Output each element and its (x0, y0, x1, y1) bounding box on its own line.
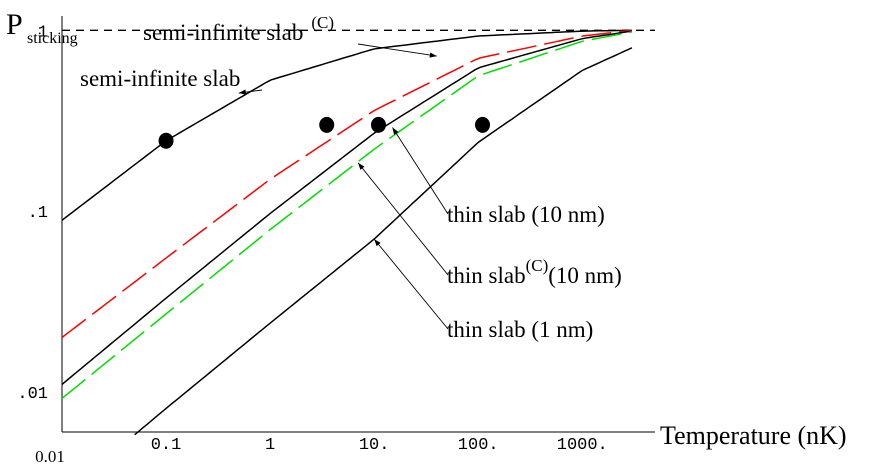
annotation-pointer-5 (373, 238, 449, 330)
annotations: semi-infinite slab (C) semi-infinite slab t… (80, 13, 622, 342)
y-tick-label-1: 1 (38, 23, 48, 42)
data-markers (158, 116, 491, 149)
x-tick-label-2: 0.1 (151, 436, 182, 455)
series-line-3 (61, 30, 633, 385)
annotation-pointer-4 (357, 162, 449, 276)
annotation-label-5: thin slab (1 nm) (447, 317, 593, 342)
series-line-2 (61, 29, 632, 339)
y-tick-label-3: .01 (17, 385, 48, 404)
data-marker-4 (475, 116, 491, 133)
annotation-pointer-3 (392, 127, 449, 215)
x-tick-label-5: 100. (458, 436, 499, 455)
annotation-arrowhead-2 (238, 89, 247, 95)
annotation-pointer-1 (357, 43, 437, 57)
y-axis-title: P (6, 8, 23, 41)
x-tick-label-6: 1000. (557, 436, 608, 455)
annotation-label-1: semi-infinite slab (C) (143, 13, 334, 45)
y-tick-label-2: .1 (28, 204, 48, 223)
series-line-1 (61, 29, 632, 221)
x-tick-label-3: 1 (265, 436, 275, 455)
annotation-arrowhead-5 (374, 239, 381, 247)
x-tick-label-4: 10. (359, 436, 390, 455)
annotation-arrowhead-1 (429, 52, 437, 58)
axes (61, 16, 655, 433)
data-marker-1 (158, 132, 174, 149)
series-line-4 (61, 31, 633, 399)
data-marker-3 (370, 116, 386, 133)
annotation-label-4: thin slab(C)(10 nm) (447, 256, 622, 288)
x-axis-title: Temperature (nK) (660, 421, 847, 450)
annotation-label-3: thin slab (10 nm) (447, 202, 605, 227)
series-line-5 (134, 47, 633, 436)
tick-labels: 0.01 0.1 1 10. 100. 1000. 1 .1 .01 (17, 23, 607, 466)
series-lines (61, 29, 633, 436)
y-axis-title-subscript: sticking (27, 30, 78, 47)
annotation-arrowhead-4 (358, 162, 365, 170)
annotation-label-2: semi-infinite slab (80, 66, 240, 91)
x-tick-label-1: 0.01 (35, 447, 65, 466)
annotation-arrowhead-3 (392, 127, 399, 135)
data-marker-2 (319, 116, 335, 133)
